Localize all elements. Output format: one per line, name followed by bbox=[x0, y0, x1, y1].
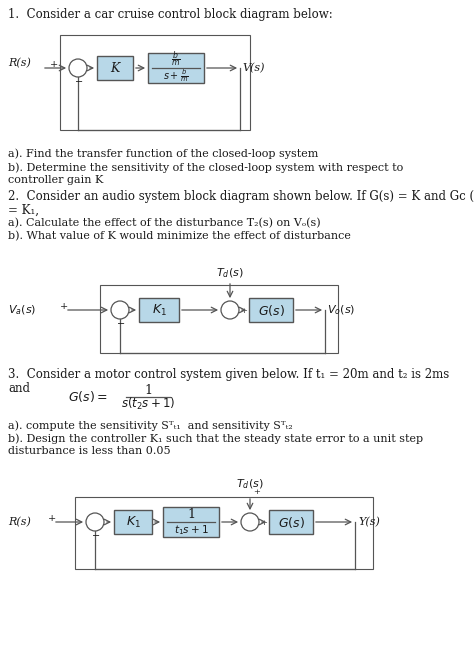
Text: +: + bbox=[260, 519, 267, 527]
Circle shape bbox=[221, 301, 239, 319]
Circle shape bbox=[86, 513, 104, 531]
Bar bbox=[249, 298, 293, 322]
Text: $T_d(s)$: $T_d(s)$ bbox=[236, 477, 264, 491]
Text: a). compute the sensitivity Sᵀₜ₁  and sensitivity Sᵀₜ₂: a). compute the sensitivity Sᵀₜ₁ and sen… bbox=[8, 420, 293, 430]
Text: $K_1$: $K_1$ bbox=[126, 514, 140, 529]
Text: +: + bbox=[50, 60, 58, 69]
Bar bbox=[269, 510, 313, 534]
Circle shape bbox=[111, 301, 129, 319]
Text: −: − bbox=[75, 78, 83, 87]
Text: Y(s): Y(s) bbox=[358, 517, 380, 527]
Text: $G(s)$: $G(s)$ bbox=[257, 303, 284, 318]
Text: +: + bbox=[48, 514, 56, 523]
Bar bbox=[60, 35, 250, 130]
Text: 2.  Consider an audio system block diagram shown below. If G(s) = K and Gc (s): 2. Consider an audio system block diagra… bbox=[8, 190, 474, 203]
Text: a). Calculate the effect of the disturbance T₂(s) on Vₒ(s): a). Calculate the effect of the disturba… bbox=[8, 218, 320, 228]
Text: +: + bbox=[253, 488, 260, 496]
Text: $V_o(s)$: $V_o(s)$ bbox=[327, 303, 355, 317]
Text: 1.  Consider a car cruise control block diagram below:: 1. Consider a car cruise control block d… bbox=[8, 8, 333, 21]
Text: K: K bbox=[110, 61, 120, 74]
Bar bbox=[139, 298, 179, 322]
Text: = K₁,: = K₁, bbox=[8, 204, 39, 217]
Text: controller gain K: controller gain K bbox=[8, 175, 103, 185]
Text: $V_{a}(s)$: $V_{a}(s)$ bbox=[8, 303, 36, 317]
Circle shape bbox=[241, 513, 259, 531]
Text: +: + bbox=[60, 302, 68, 311]
Text: b). Determine the sensitivity of the closed-loop system with respect to: b). Determine the sensitivity of the clo… bbox=[8, 162, 403, 173]
Text: disturbance is less than 0.05: disturbance is less than 0.05 bbox=[8, 446, 171, 456]
Text: $t_1s+1$: $t_1s+1$ bbox=[173, 523, 209, 537]
Text: $K_1$: $K_1$ bbox=[152, 302, 166, 318]
Text: $G(s)$: $G(s)$ bbox=[278, 514, 304, 529]
Bar bbox=[97, 56, 133, 80]
Text: 3.  Consider a motor control system given below. If t₁ = 20m and t₂ is 2ms: 3. Consider a motor control system given… bbox=[8, 368, 449, 381]
Text: $s(t_2s + 1)$: $s(t_2s + 1)$ bbox=[121, 396, 175, 412]
Text: b). Design the controller K₁ such that the steady state error to a unit step: b). Design the controller K₁ such that t… bbox=[8, 433, 423, 444]
Text: −: − bbox=[117, 320, 125, 329]
Text: −: − bbox=[92, 532, 100, 541]
Text: +: + bbox=[240, 307, 247, 315]
Circle shape bbox=[69, 59, 87, 77]
Text: $\frac{b}{m}$: $\frac{b}{m}$ bbox=[171, 50, 181, 70]
Bar bbox=[100, 285, 338, 353]
Bar bbox=[75, 497, 373, 569]
Text: R(s): R(s) bbox=[8, 517, 31, 527]
Text: 1: 1 bbox=[144, 384, 152, 397]
Bar bbox=[114, 510, 152, 534]
Text: $G(s) =$: $G(s) =$ bbox=[68, 388, 108, 404]
Text: $T_d(s)$: $T_d(s)$ bbox=[216, 266, 244, 280]
Text: a). Find the transfer function of the closed-loop system: a). Find the transfer function of the cl… bbox=[8, 148, 319, 159]
Bar bbox=[163, 507, 219, 537]
Text: and: and bbox=[8, 382, 30, 395]
Text: 1: 1 bbox=[187, 507, 195, 520]
Text: R(s): R(s) bbox=[8, 58, 31, 68]
Text: b). What value of K would minimize the effect of disturbance: b). What value of K would minimize the e… bbox=[8, 231, 351, 241]
Bar bbox=[148, 53, 204, 83]
Text: $s+\frac{b}{m}$: $s+\frac{b}{m}$ bbox=[163, 67, 189, 84]
Text: V(s): V(s) bbox=[242, 63, 264, 73]
